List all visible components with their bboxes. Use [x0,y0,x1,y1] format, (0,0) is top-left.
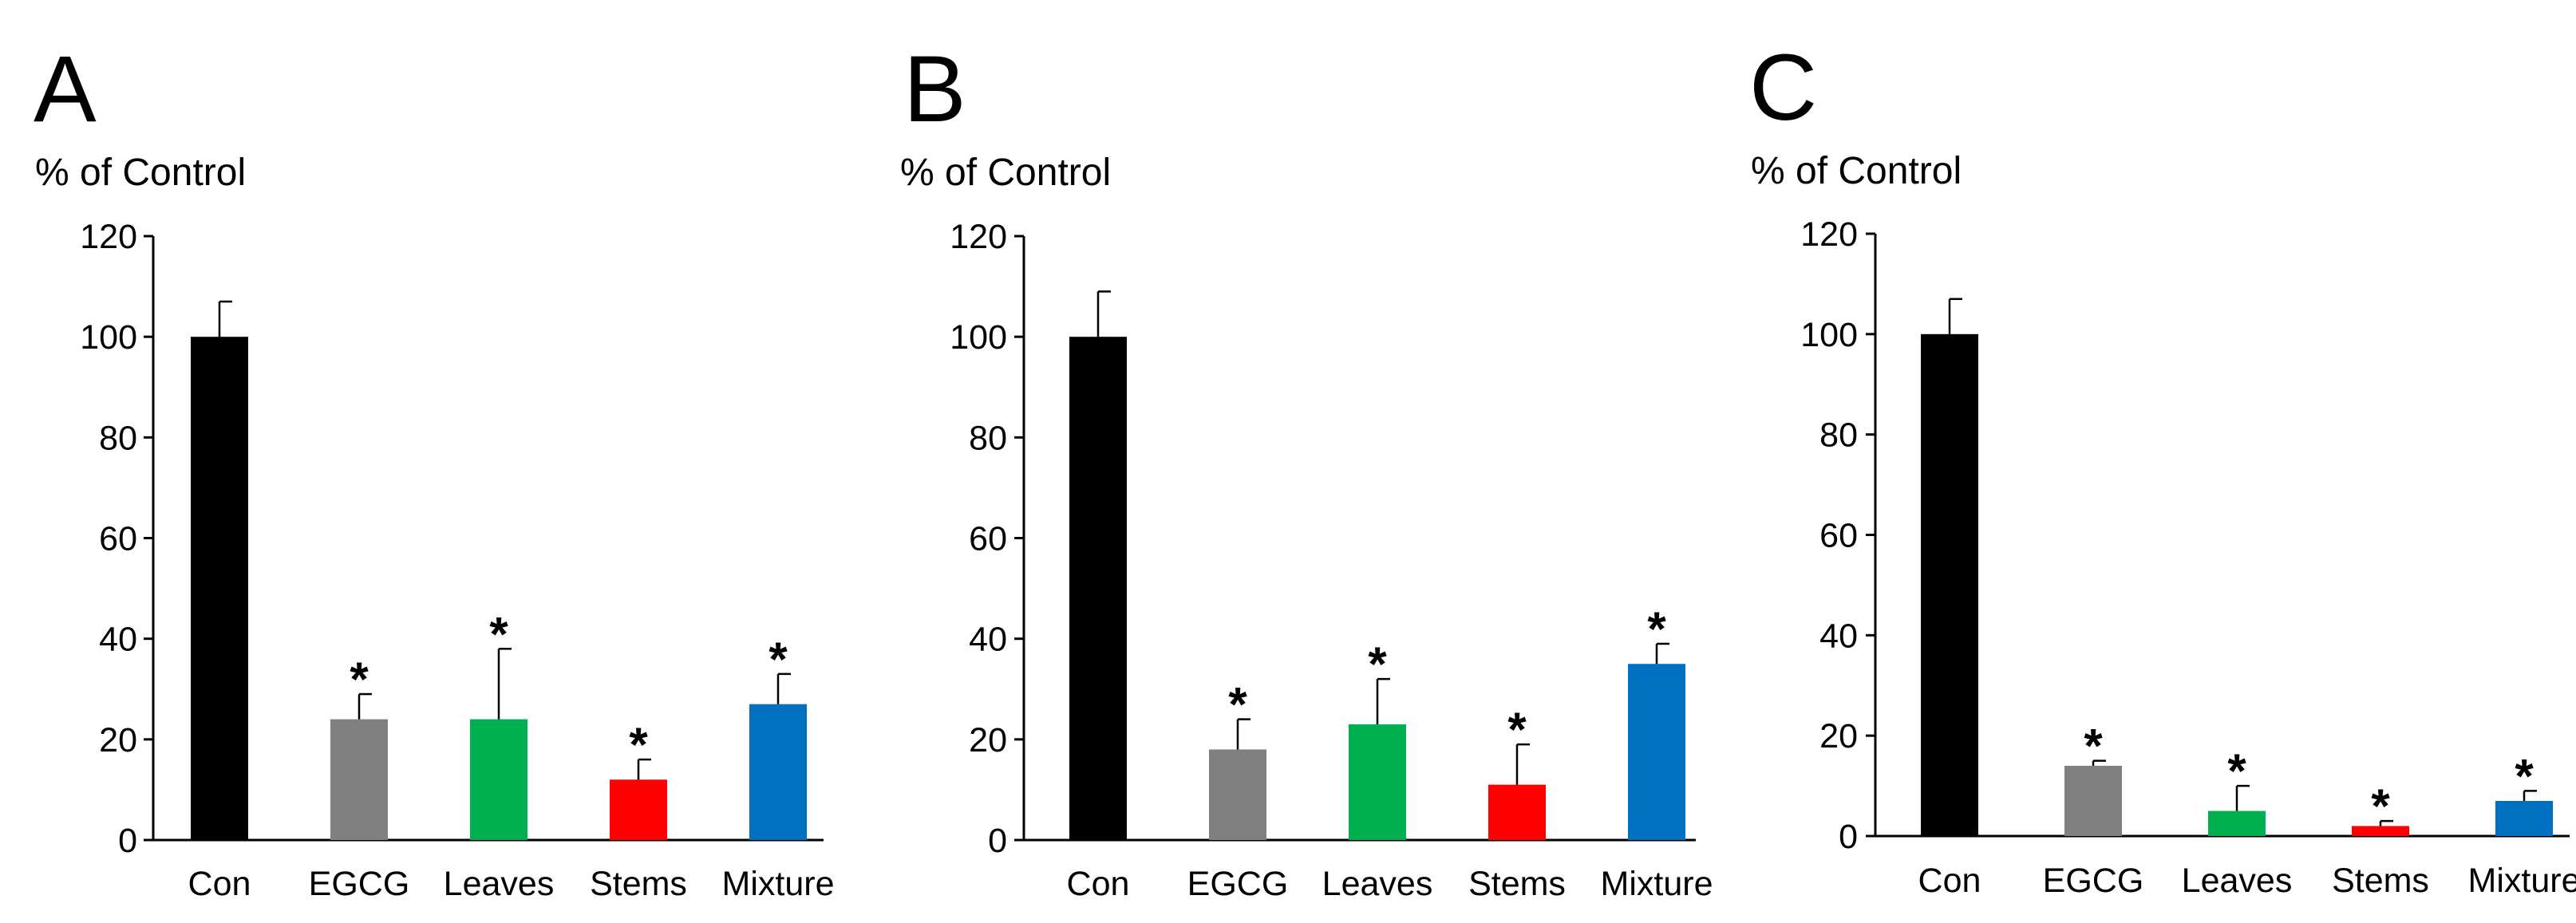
significance-star: * [1507,703,1527,756]
y-tick-label: 40 [1819,617,1858,655]
y-axis-label: % of Control [1751,150,1962,192]
x-tick-label: Stems [2332,862,2429,900]
significance-star: * [2084,720,2103,773]
chart-panel-c: C % of Control 0 20 40 60 80 100 120 Con * EGCG * Lea… [1749,35,2576,900]
x-tick-label: EGCG [1187,865,1289,903]
y-tick-label: 120 [80,218,137,256]
panel-letter: A [34,37,97,142]
y-tick-label: 40 [99,621,137,659]
bar-egcg [330,719,388,840]
y-tick-label: 60 [99,520,137,558]
y-tick-label: 0 [988,822,1007,860]
y-tick-label: 40 [969,621,1007,659]
y-tick-label: 100 [1800,316,1858,354]
y-tick-label: 20 [1819,717,1858,755]
x-tick-label: Mixture [2468,862,2576,900]
x-tick-label: Con [1067,865,1130,903]
y-tick-label: 100 [80,318,137,357]
y-tick-label: 80 [99,419,137,457]
x-tick-label: Leaves [444,865,555,903]
y-tick-label: 120 [950,218,1007,256]
significance-star: * [2371,779,2390,833]
panel-letter: B [903,37,966,142]
x-tick-label: Con [1918,862,1981,900]
bar-mixture [2495,800,2553,836]
y-tick-label: 60 [969,520,1007,558]
x-tick-label: Mixture [1601,865,1713,903]
bar-leaves [470,719,527,840]
x-tick-label: EGCG [2043,862,2144,900]
x-tick-label: Leaves [2182,862,2293,900]
bar-egcg [2064,765,2122,836]
significance-star: * [1368,637,1387,691]
x-tick-label: Stems [1468,865,1566,903]
bar-egcg [1209,749,1266,840]
bar-leaves [1349,724,1406,840]
significance-star: * [629,718,648,771]
significance-star: * [1228,678,1247,732]
y-axis-label: % of Control [900,152,1111,194]
y-tick-label: 60 [1819,517,1858,555]
significance-star: * [768,633,788,686]
x-tick-label: Stems [590,865,687,903]
significance-star: * [489,607,508,661]
y-tick-label: 20 [99,721,137,759]
chart-panel-b: B % of Control 0 20 40 60 80 100 120 Con * EGCG * Lea… [900,37,1713,903]
y-tick-label: 0 [1839,818,1858,856]
y-tick-label: 0 [118,822,137,860]
significance-star: * [350,653,369,706]
bar-leaves [2208,811,2266,836]
bar-stems [610,779,667,840]
y-tick-label: 100 [950,318,1007,357]
bar-stems [2352,826,2409,836]
bar-mixture [749,704,807,840]
y-tick-label: 20 [969,721,1007,759]
x-tick-label: EGCG [309,865,410,903]
x-tick-label: Mixture [722,865,835,903]
y-tick-label: 80 [1819,416,1858,455]
bar-stems [1488,784,1546,840]
significance-star: * [1647,602,1666,656]
bar-con [1069,337,1127,841]
significance-star: * [2515,749,2534,803]
bar-mixture [1628,664,1685,840]
x-tick-label: Leaves [1322,865,1433,903]
bar-con [1921,333,1978,836]
y-tick-label: 80 [969,419,1007,457]
x-tick-label: Con [188,865,251,903]
y-axis-label: % of Control [35,152,246,194]
panel-letter: C [1749,35,1817,140]
y-tick-label: 120 [1800,215,1858,254]
bar-con [191,337,248,841]
significance-star: * [2227,744,2246,798]
chart-panel-a: A % of Control 0 20 40 60 80 100 120 Con * EGCG * Lea… [34,37,834,903]
